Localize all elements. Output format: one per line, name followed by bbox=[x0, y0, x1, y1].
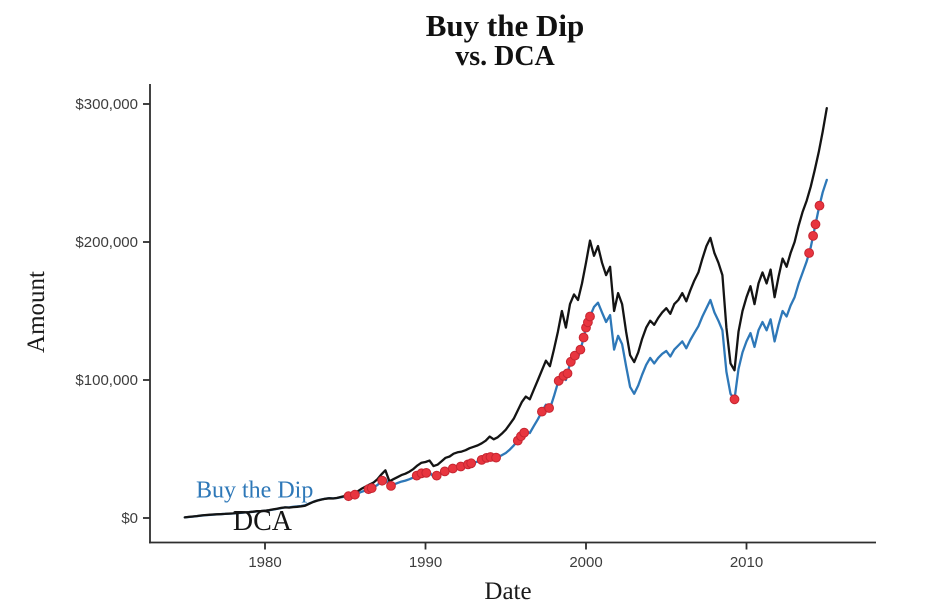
chart-title: Buy the Dip vs. DCA bbox=[150, 8, 860, 72]
dip-buy-dot bbox=[562, 368, 573, 379]
dip-buy-dot bbox=[421, 468, 432, 478]
chart-title-line1: Buy the Dip bbox=[425, 8, 585, 43]
dip-buy-dot bbox=[366, 483, 377, 494]
dip-buy-dot bbox=[544, 403, 554, 413]
dip-buy-dot bbox=[447, 463, 458, 474]
dip-buy-dot bbox=[575, 344, 586, 355]
x-axis-ticks: 1980 1990 2000 2010 bbox=[248, 542, 763, 571]
dip-buy-dot bbox=[804, 248, 814, 258]
y-axis-title: Amount bbox=[23, 271, 50, 353]
dip-buy-dot bbox=[729, 394, 740, 405]
dca-line bbox=[183, 106, 828, 519]
buy-the-dip-series-label: Buy the Dip bbox=[196, 477, 313, 503]
dip-buy-dot bbox=[350, 489, 360, 500]
dip-buy-dot bbox=[466, 458, 477, 469]
y-tick-label: $0 bbox=[121, 510, 138, 527]
dip-buy-dot bbox=[585, 311, 595, 322]
dip-buy-dot bbox=[808, 231, 818, 241]
dca-series-label: DCA bbox=[233, 506, 293, 537]
x-tick-label: 2000 bbox=[569, 554, 602, 571]
y-tick-label: $100,000 bbox=[75, 372, 138, 389]
y-tick-label: $300,000 bbox=[75, 96, 138, 113]
dip-buy-markers bbox=[343, 200, 825, 502]
dip-buy-dot bbox=[519, 427, 530, 438]
x-axis-title: Date bbox=[484, 578, 531, 605]
y-axis-ticks: $0 $100,000 $200,000 $300,000 bbox=[75, 96, 150, 527]
buy-the-dip-line bbox=[183, 178, 828, 519]
dip-buy-dot bbox=[377, 475, 388, 486]
dip-buy-dot bbox=[431, 470, 442, 481]
dip-buy-dot bbox=[569, 350, 580, 361]
x-tick-label: 1990 bbox=[409, 554, 442, 571]
dip-buy-dot bbox=[578, 332, 589, 343]
dip-buy-dot bbox=[439, 466, 450, 477]
dip-buy-dot bbox=[814, 200, 825, 211]
x-tick-label: 1980 bbox=[248, 554, 281, 571]
dip-buy-dot bbox=[386, 481, 396, 491]
y-tick-label: $200,000 bbox=[75, 234, 138, 251]
dip-buy-dot bbox=[491, 452, 502, 463]
dip-buy-dot bbox=[810, 219, 821, 230]
x-tick-label: 2010 bbox=[730, 554, 763, 571]
chart-title-line2: vs. DCA bbox=[455, 41, 555, 72]
